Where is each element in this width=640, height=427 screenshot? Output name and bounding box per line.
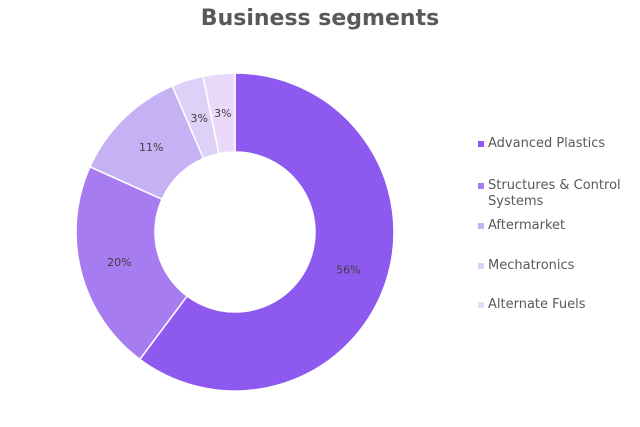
legend-swatch (478, 263, 484, 269)
chart-title: Business segments (200, 6, 440, 31)
legend-label: Alternate Fuels (488, 297, 586, 312)
slice-label: 3% (190, 112, 207, 125)
legend-swatch (478, 141, 484, 147)
slice-structures-control-systems (75, 165, 189, 361)
slice-advanced-plastics (138, 72, 395, 392)
slice-alternate-fuels (202, 72, 236, 155)
slice-label: 3% (214, 107, 231, 120)
legend-swatch (478, 302, 484, 308)
legend-item: Aftermarket (478, 218, 638, 234)
legend-item: Advanced Plastics (478, 136, 638, 152)
legend-swatch (478, 223, 484, 229)
legend-item: Structures & Control Systems (478, 178, 638, 210)
slice-label: 56% (336, 264, 360, 277)
legend-label: Aftermarket (488, 218, 566, 233)
legend-item: Mechatronics (478, 258, 638, 274)
legend-label: Structures & Control Systems (488, 178, 621, 209)
legend-swatch (478, 183, 484, 189)
legend-label: Mechatronics (488, 258, 575, 273)
slice-label: 20% (107, 256, 131, 269)
slice-label: 11% (139, 141, 163, 154)
legend-item: Alternate Fuels (478, 297, 638, 313)
legend-label: Advanced Plastics (488, 136, 606, 151)
